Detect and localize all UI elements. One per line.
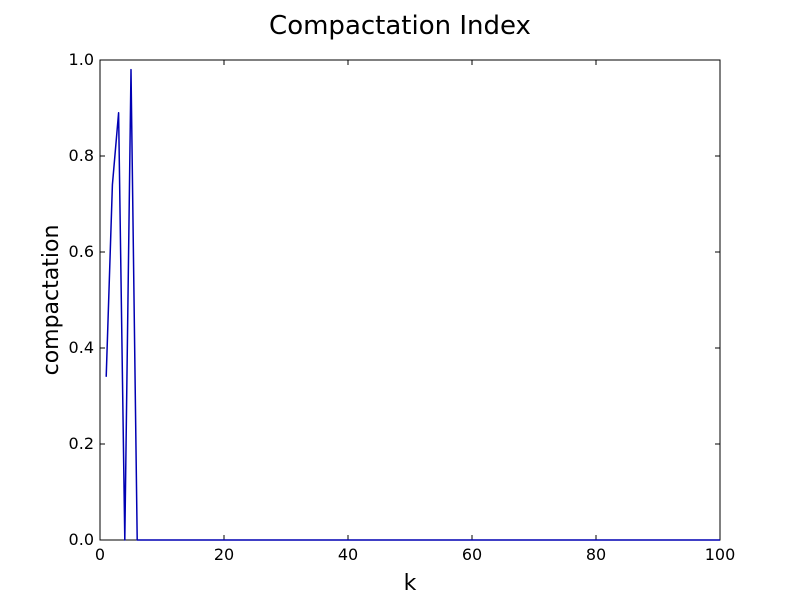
x-tick-label: 100 (705, 545, 736, 564)
x-tick-label: 60 (462, 545, 482, 564)
x-tick-label: 80 (586, 545, 606, 564)
chart-title: Compactation Index (269, 11, 531, 41)
y-axis-ticks: 0.0 0.2 0.4 0.6 0.8 1.0 (69, 50, 720, 549)
plot-frame (99, 59, 721, 541)
y-tick-label: 1.0 (69, 50, 94, 69)
x-tick-label: 40 (338, 545, 358, 564)
x-axis-label: k (404, 571, 417, 596)
y-tick-label: 0.6 (69, 242, 94, 261)
y-tick-label: 0.2 (69, 434, 94, 453)
y-tick-label: 0.8 (69, 146, 94, 165)
x-axis-ticks: 0 20 40 60 80 100 (95, 60, 735, 564)
series-line-0 (105, 68, 720, 541)
y-tick-label: 0.4 (69, 338, 94, 357)
y-tick-label: 0.0 (69, 530, 94, 549)
y-axis-label: compactation (39, 225, 64, 376)
plot-area: 0 20 40 60 80 100 0.0 0.2 0.4 0.6 0.8 1.0 (69, 50, 736, 564)
series-layer (105, 68, 720, 541)
x-tick-label: 0 (95, 545, 105, 564)
x-tick-label: 20 (214, 545, 234, 564)
